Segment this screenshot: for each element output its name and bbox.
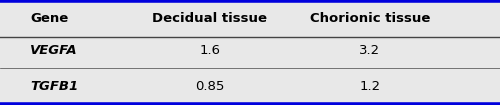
Text: Gene: Gene xyxy=(30,12,68,25)
Text: Chorionic tissue: Chorionic tissue xyxy=(310,12,430,25)
Text: 1.6: 1.6 xyxy=(200,44,220,57)
Text: Decidual tissue: Decidual tissue xyxy=(152,12,268,25)
Text: 0.85: 0.85 xyxy=(196,80,224,93)
Text: 3.2: 3.2 xyxy=(360,44,380,57)
Text: VEGFA: VEGFA xyxy=(30,44,78,57)
Text: TGFB1: TGFB1 xyxy=(30,80,78,93)
Text: 1.2: 1.2 xyxy=(360,80,380,93)
